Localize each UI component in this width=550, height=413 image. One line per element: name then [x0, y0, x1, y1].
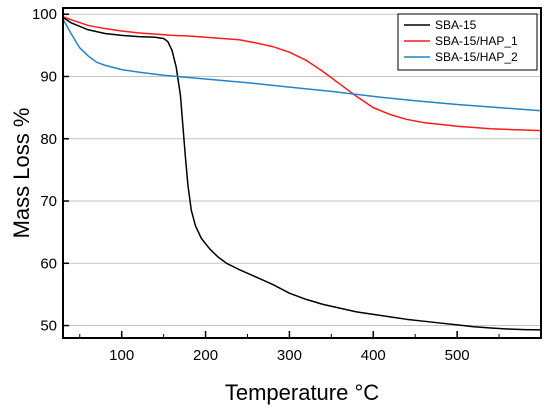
plot-frame	[62, 7, 542, 339]
legend-box	[397, 13, 538, 71]
series-line-1	[63, 16, 541, 331]
x-tick-label: 500	[445, 347, 470, 364]
y-axis-title: Mass Loss %	[9, 108, 34, 239]
series-line-3	[63, 18, 541, 112]
legend-label-3: SBA-15/HAP_2	[435, 50, 518, 64]
legend: SBA-15 SBA-15/HAP_1 SBA-15/HAP_2	[397, 13, 538, 71]
legend-label-1: SBA-15	[435, 18, 477, 32]
y-tick-label: 70	[40, 193, 57, 210]
x-tick-label: 200	[193, 347, 218, 364]
series-layer	[63, 15, 541, 331]
y-tick-label: 90	[40, 68, 57, 85]
y-tick-label: 80	[40, 131, 57, 148]
x-axis-title: Temperature °C	[225, 380, 379, 405]
axis-ticks: 50 60 70 80 90 100 100 200 300 400 500	[32, 6, 500, 364]
x-tick-label: 100	[109, 347, 134, 364]
y-tick-label: 50	[40, 318, 57, 335]
x-tick-label: 300	[277, 347, 302, 364]
legend-entries: SBA-15 SBA-15/HAP_1 SBA-15/HAP_2	[404, 18, 518, 64]
x-tick-label: 400	[361, 347, 386, 364]
y-tick-label: 100	[32, 6, 57, 23]
legend-label-2: SBA-15/HAP_1	[435, 34, 518, 48]
series-line-2	[63, 15, 541, 132]
y-tick-label: 60	[40, 255, 57, 272]
